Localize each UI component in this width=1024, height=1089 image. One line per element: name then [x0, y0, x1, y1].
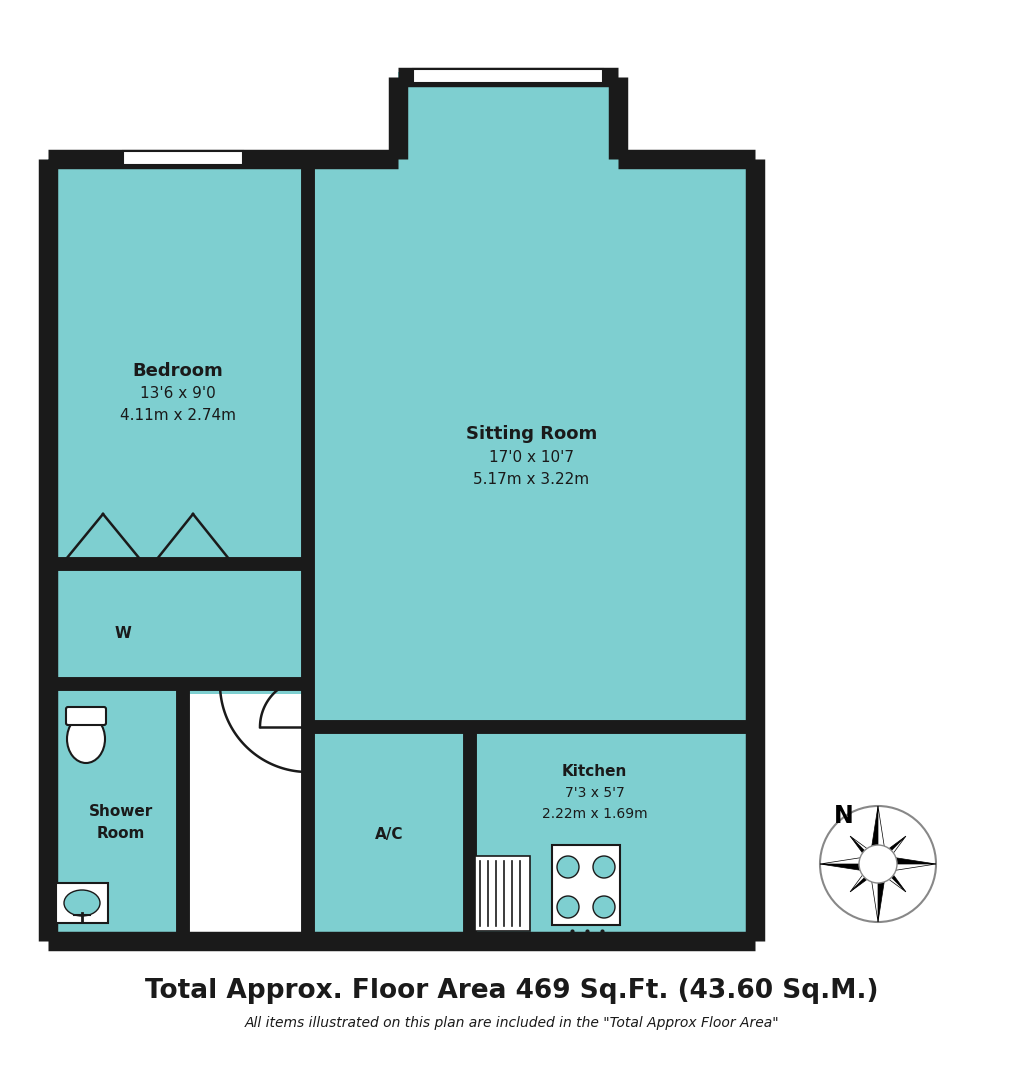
- Text: 7'3 x 5'7: 7'3 x 5'7: [564, 786, 625, 800]
- Polygon shape: [850, 836, 883, 864]
- Text: N: N: [835, 805, 854, 829]
- Polygon shape: [878, 806, 887, 864]
- Polygon shape: [869, 864, 878, 922]
- Circle shape: [557, 856, 579, 878]
- Bar: [413, 69, 603, 83]
- Text: All items illustrated on this plan are included in the "Total Approx Floor Area": All items illustrated on this plan are i…: [245, 1016, 779, 1030]
- Ellipse shape: [63, 890, 100, 916]
- Polygon shape: [878, 836, 906, 868]
- Polygon shape: [873, 836, 906, 864]
- Text: W: W: [115, 626, 131, 641]
- Ellipse shape: [67, 715, 105, 763]
- Bar: [470, 727, 755, 941]
- Text: Bedroom: Bedroom: [133, 362, 223, 380]
- Bar: [56, 883, 108, 923]
- Bar: [48, 564, 308, 684]
- Polygon shape: [878, 859, 906, 892]
- Text: A/C: A/C: [375, 827, 403, 842]
- FancyBboxPatch shape: [66, 707, 106, 725]
- Polygon shape: [850, 859, 878, 892]
- Bar: [48, 684, 183, 941]
- Circle shape: [593, 896, 615, 918]
- Bar: [308, 159, 755, 727]
- Polygon shape: [850, 864, 883, 892]
- Circle shape: [859, 845, 897, 883]
- Polygon shape: [820, 855, 878, 864]
- Polygon shape: [850, 836, 878, 868]
- Polygon shape: [878, 864, 936, 873]
- Polygon shape: [878, 855, 936, 864]
- Bar: [398, 72, 618, 164]
- Text: Total Approx. Floor Area 469 Sq.Ft. (43.60 Sq.M.): Total Approx. Floor Area 469 Sq.Ft. (43.…: [145, 978, 879, 1004]
- Bar: [552, 845, 620, 925]
- Text: 17'0 x 10'7: 17'0 x 10'7: [489, 450, 574, 465]
- Bar: [123, 151, 243, 166]
- Bar: [308, 727, 470, 941]
- Polygon shape: [873, 864, 906, 892]
- Bar: [183, 684, 308, 694]
- Polygon shape: [820, 864, 878, 873]
- Polygon shape: [869, 806, 878, 864]
- Text: 2.22m x 1.69m: 2.22m x 1.69m: [542, 807, 647, 821]
- Text: Shower: Shower: [88, 804, 153, 819]
- Text: 13'6 x 9'0: 13'6 x 9'0: [140, 386, 216, 401]
- Polygon shape: [878, 864, 887, 922]
- Text: Room: Room: [96, 825, 144, 841]
- Text: 5.17m x 3.22m: 5.17m x 3.22m: [473, 472, 590, 487]
- Circle shape: [593, 856, 615, 878]
- Bar: [48, 159, 308, 564]
- Circle shape: [557, 896, 579, 918]
- Text: 4.11m x 2.74m: 4.11m x 2.74m: [120, 407, 236, 423]
- Text: Sitting Room: Sitting Room: [466, 425, 597, 443]
- Text: Kitchen: Kitchen: [562, 763, 627, 779]
- Bar: [475, 856, 530, 931]
